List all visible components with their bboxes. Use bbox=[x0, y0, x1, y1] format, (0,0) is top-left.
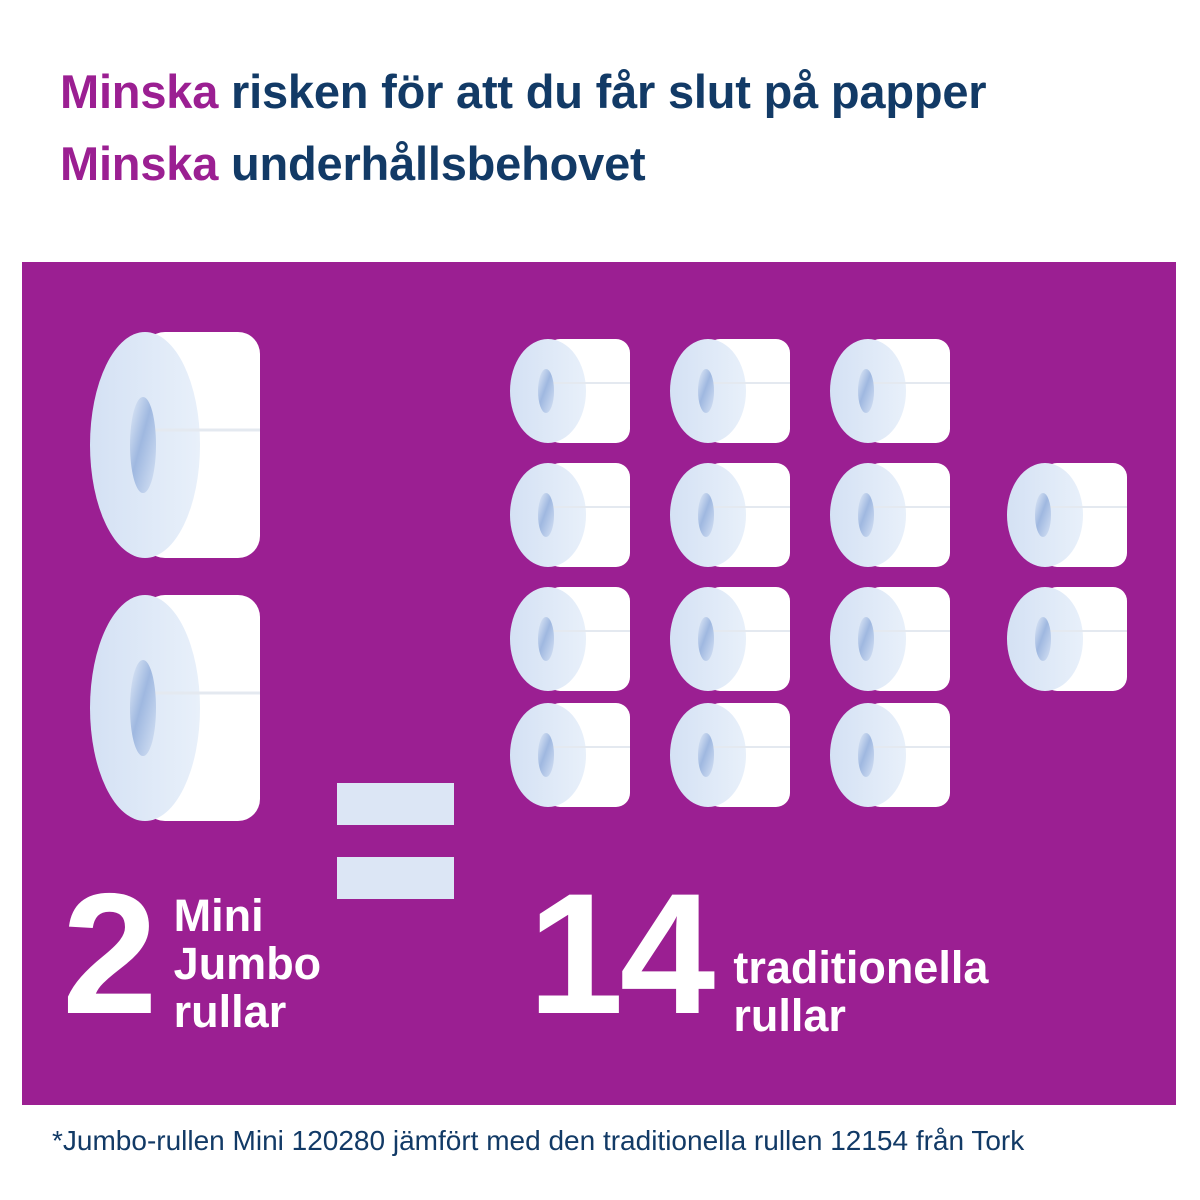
traditional-roll-icon bbox=[1005, 462, 1127, 568]
footnote: *Jumbo-rullen Mini 120280 jämfört med de… bbox=[52, 1125, 1025, 1156]
traditional-roll-icon bbox=[1005, 586, 1127, 692]
traditional-roll-icon bbox=[508, 586, 630, 692]
page-headline: Minska risken för att du får slut på pap… bbox=[60, 56, 1180, 200]
stat-traditional: 14 traditionella rullar bbox=[528, 858, 989, 1050]
mini-jumbo-roll-icon bbox=[88, 593, 260, 823]
traditional-roll-icon bbox=[828, 702, 950, 808]
headline-main-2: underhållsbehovet bbox=[218, 137, 646, 190]
traditional-roll-icon bbox=[508, 338, 630, 444]
traditional-roll-icon bbox=[828, 462, 950, 568]
equals-bar-bottom bbox=[337, 857, 454, 899]
headline-main-1: risken för att du får slut på papper bbox=[218, 65, 987, 118]
mini-jumbo-roll-icon bbox=[88, 330, 260, 560]
traditional-roll-icon bbox=[508, 702, 630, 808]
headline-line-2: Minska underhållsbehovet bbox=[60, 128, 1180, 200]
traditional-roll-icon bbox=[668, 702, 790, 808]
stat-mini-jumbo: 2 Mini Jumbo rullar bbox=[62, 858, 322, 1050]
stat-mini-jumbo-number: 2 bbox=[62, 858, 158, 1050]
headline-accent-2: Minska bbox=[60, 137, 219, 190]
traditional-roll-icon bbox=[828, 586, 950, 692]
stat-mini-jumbo-label-line-3: rullar bbox=[173, 986, 287, 1038]
traditional-roll-icon bbox=[828, 338, 950, 444]
traditional-roll-icon bbox=[668, 462, 790, 568]
equals-sign-icon bbox=[337, 783, 454, 899]
traditional-roll-icon bbox=[508, 462, 630, 568]
comparison-panel: 2 Mini Jumbo rullar 14 traditionella rul… bbox=[22, 262, 1176, 1105]
stat-mini-jumbo-label: Mini Jumbo rullar bbox=[173, 890, 322, 1038]
stat-traditional-label: traditionella rullar bbox=[733, 942, 989, 1042]
equals-bar-top bbox=[337, 783, 454, 825]
stat-mini-jumbo-label-line-2: Jumbo bbox=[173, 938, 322, 990]
headline-accent-1: Minska bbox=[60, 65, 219, 118]
traditional-roll-icon bbox=[668, 586, 790, 692]
traditional-roll-icon bbox=[668, 338, 790, 444]
headline-line-1: Minska risken för att du får slut på pap… bbox=[60, 56, 1180, 128]
stat-traditional-label-line-1: traditionella bbox=[733, 942, 989, 993]
stat-mini-jumbo-label-line-1: Mini bbox=[173, 890, 264, 941]
stat-traditional-number: 14 bbox=[528, 858, 715, 1050]
stat-traditional-label-line-2: rullar bbox=[733, 990, 846, 1042]
